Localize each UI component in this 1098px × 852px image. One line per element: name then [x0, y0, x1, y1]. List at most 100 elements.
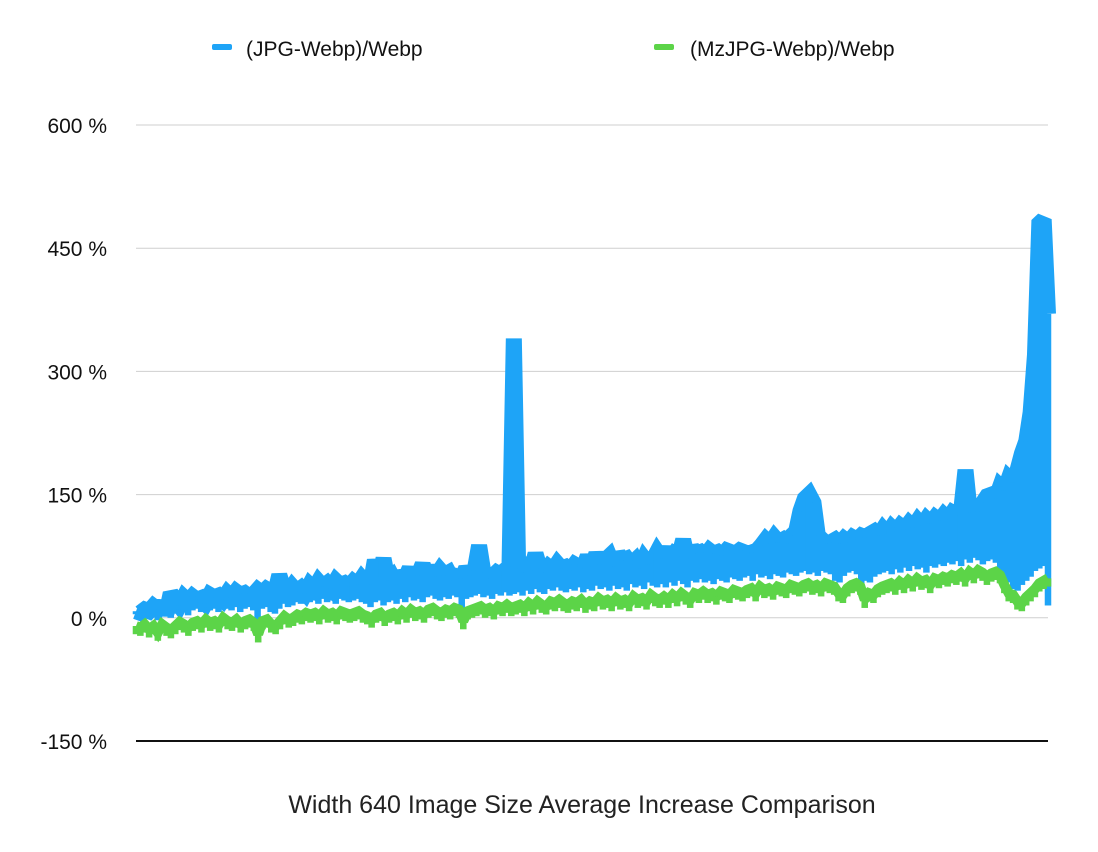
data-point	[232, 591, 240, 608]
data-point	[714, 552, 722, 580]
data-point	[852, 583, 860, 592]
data-point	[608, 603, 615, 612]
data-point	[512, 606, 519, 615]
data-point	[791, 586, 799, 595]
data-point	[497, 575, 505, 596]
data-point	[349, 581, 357, 601]
data-point	[879, 529, 887, 573]
data-point	[640, 558, 648, 590]
data-point	[726, 594, 733, 604]
data-point	[425, 609, 432, 618]
data-point	[236, 594, 244, 613]
data-point	[813, 584, 820, 594]
data-point	[514, 568, 522, 593]
data-point	[1040, 580, 1047, 590]
data-point	[176, 621, 183, 631]
data-point	[949, 512, 956, 565]
data-point	[913, 578, 921, 587]
data-point	[258, 593, 266, 609]
data-point	[223, 593, 231, 609]
legend-item-jpg: (JPG-Webp)/Webp	[212, 38, 423, 61]
data-point	[865, 593, 873, 602]
data-point	[727, 552, 735, 578]
data-point	[940, 576, 947, 585]
data-point	[333, 616, 340, 625]
legend-item-mzjpg: (MzJPG-Webp)/Webp	[654, 38, 895, 61]
data-point	[918, 581, 925, 590]
y-tick-label: 0 %	[71, 608, 107, 631]
data-point	[739, 593, 746, 602]
data-point	[756, 586, 764, 595]
data-point	[675, 556, 683, 581]
data-point	[184, 601, 192, 616]
data-point	[284, 593, 292, 608]
data-point	[848, 584, 855, 594]
data-point	[992, 498, 1000, 563]
data-point	[769, 591, 777, 600]
data-point	[708, 593, 716, 602]
data-point	[1014, 469, 1021, 591]
data-point	[752, 593, 759, 602]
data-point	[289, 617, 297, 627]
data-point	[719, 555, 726, 581]
data-point	[896, 581, 903, 590]
data-point	[599, 601, 607, 610]
data-point	[892, 531, 900, 570]
data-point	[704, 594, 711, 604]
legend-label-mzjpg: (MzJPG-Webp)/Webp	[690, 38, 895, 61]
data-point	[202, 619, 210, 628]
y-axis-tick-labels: 600 % 450 % 300 % 150 % 0 % -150 %	[40, 115, 107, 754]
data-point	[410, 580, 418, 601]
data-point	[713, 596, 720, 605]
data-point	[975, 511, 982, 561]
data-point	[853, 539, 861, 575]
data-point	[858, 535, 865, 588]
data-point	[397, 572, 405, 599]
data-point	[171, 599, 179, 614]
data-point	[346, 614, 354, 623]
data-point	[584, 556, 591, 590]
data-point	[228, 622, 236, 631]
data-point	[645, 564, 652, 583]
data-point	[652, 598, 659, 607]
data-point	[957, 573, 964, 582]
data-point	[210, 597, 218, 609]
data-point	[350, 612, 358, 622]
data-point	[302, 612, 310, 622]
data-point	[241, 593, 248, 609]
data-point	[1040, 219, 1047, 567]
data-point	[310, 589, 318, 601]
legend-label-jpg: (JPG-Webp)/Webp	[246, 38, 423, 61]
data-point	[202, 603, 209, 608]
data-point	[874, 589, 882, 598]
data-point	[564, 604, 572, 613]
data-point	[328, 588, 335, 601]
data-point	[311, 612, 319, 622]
data-point	[649, 560, 657, 586]
data-point	[220, 617, 227, 627]
data-point	[593, 553, 600, 586]
data-point	[180, 624, 188, 633]
data-point	[883, 584, 890, 594]
data-point	[775, 542, 782, 576]
data-point	[1023, 441, 1030, 581]
data-point	[432, 576, 439, 599]
data-point	[835, 593, 842, 602]
data-point	[536, 568, 544, 593]
data-point	[193, 621, 201, 630]
data-point	[627, 564, 635, 585]
data-point	[983, 496, 991, 562]
data-point	[779, 539, 787, 578]
data-point	[538, 604, 546, 613]
data-point	[823, 543, 830, 573]
data-point	[671, 553, 678, 586]
data-point	[730, 589, 738, 599]
data-point	[619, 560, 626, 588]
data-point	[394, 616, 402, 625]
data-point	[172, 626, 179, 635]
data-point	[245, 596, 253, 608]
data-point	[717, 591, 724, 600]
data-point	[692, 553, 700, 583]
data-point	[412, 612, 419, 622]
data-point	[280, 589, 287, 604]
